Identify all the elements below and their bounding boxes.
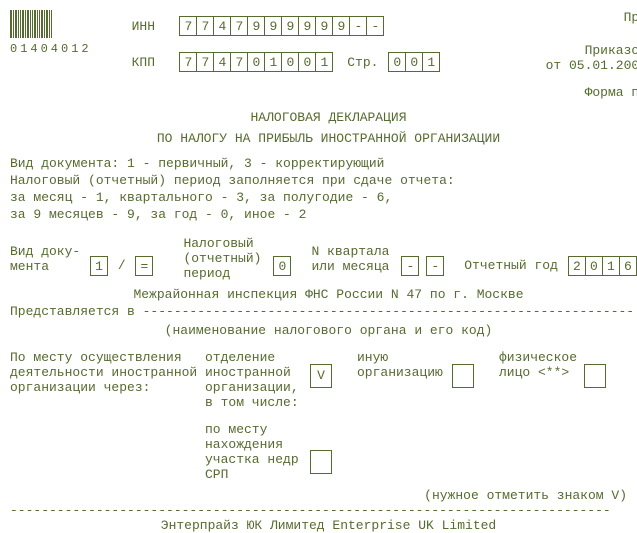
inn-cells-cell[interactable]: 9 xyxy=(264,16,282,36)
barcode: 01404012 xyxy=(10,10,92,56)
kpp-label: КПП xyxy=(132,55,172,70)
inspection: Межрайонная инспекция ФНС России N 47 по… xyxy=(10,287,637,302)
opt2-l2: организацию xyxy=(357,365,452,380)
kpp-cells-cell[interactable]: 4 xyxy=(213,52,231,72)
kpp-cells-cell[interactable]: 0 xyxy=(247,52,265,72)
footer-company: Энтерпрайз ЮК Лимитед Enterprise UK Limi… xyxy=(10,518,637,533)
inn-label: ИНН xyxy=(132,19,172,34)
kpp-cells-cell[interactable]: 1 xyxy=(315,52,333,72)
instr-4: за 9 месяцев - 9, за год - 0, иное - 2 xyxy=(10,207,637,222)
opt2-check[interactable] xyxy=(452,364,474,388)
opt4-l2: нахождения xyxy=(205,437,310,452)
top-right-date: от 05.01.2004 xyxy=(527,58,637,73)
presented-sub: (наименование налогового органа и его ко… xyxy=(10,323,637,338)
place-left2: деятельности иностранной xyxy=(10,365,205,380)
kpp-cells-cell[interactable]: 7 xyxy=(196,52,214,72)
quarter-cell1[interactable]: - xyxy=(401,256,419,276)
doctype-label1: Вид доку- xyxy=(10,244,90,259)
kpp-cells-cell[interactable]: 0 xyxy=(281,52,299,72)
period-label3: период xyxy=(183,266,273,281)
presented-dash: ----------------------------------------… xyxy=(143,304,634,319)
opt3-l2: лицо <**> xyxy=(499,365,584,380)
year-cells-cell[interactable]: 0 xyxy=(585,256,603,276)
quarter-label1: N квартала xyxy=(311,244,401,259)
doctype-cell1[interactable]: 1 xyxy=(90,256,108,276)
inn-cells-cell[interactable]: 4 xyxy=(213,16,231,36)
opt3-l1: физическое xyxy=(499,350,584,365)
title-line1: НАЛОГОВАЯ ДЕКЛАРАЦИЯ xyxy=(10,110,637,125)
inn-cells-cell[interactable]: - xyxy=(366,16,384,36)
page-cells-cell[interactable]: 0 xyxy=(388,52,406,72)
opt4-l4: СРП xyxy=(205,467,310,482)
doctype-sep: / xyxy=(118,258,126,273)
inn-cells-cell[interactable]: 9 xyxy=(281,16,299,36)
doctype-cell2[interactable]: = xyxy=(135,256,153,276)
opt4-l1: по месту xyxy=(205,422,310,437)
quarter-cell2[interactable]: - xyxy=(426,256,444,276)
inn-cells-cell[interactable]: 9 xyxy=(298,16,316,36)
opt1-l2: иностранной xyxy=(205,365,310,380)
footer-note: (нужное отметить знаком V) xyxy=(10,488,637,503)
instr-1: Вид документа: 1 - первичный, 3 - коррек… xyxy=(10,156,637,171)
period-label2: (отчетный) xyxy=(183,251,273,266)
instr-3: за месяц - 1, квартального - 3, за полуг… xyxy=(10,190,637,205)
opt1-check[interactable]: V xyxy=(310,364,332,388)
kpp-cells-cell[interactable]: 7 xyxy=(179,52,197,72)
year-label: Отчетный год xyxy=(464,258,558,273)
year-cells: 2016 xyxy=(568,258,637,273)
quarter-label2: или месяца xyxy=(311,259,401,274)
opt4-l3: участка недр xyxy=(205,452,310,467)
title-line2: ПО НАЛОГУ НА ПРИБЫЛЬ ИНОСТРАННОЙ ОРГАНИЗ… xyxy=(10,131,637,146)
period-cell[interactable]: 0 xyxy=(273,256,291,276)
place-left1: По месту осуществления xyxy=(10,350,205,365)
form-by: Форма по xyxy=(527,85,637,100)
inn-cells-cell[interactable]: 7 xyxy=(179,16,197,36)
page-cells-cell[interactable]: 1 xyxy=(422,52,440,72)
kpp-cells: 774701001 xyxy=(179,54,333,69)
footer-dash: ----------------------------------------… xyxy=(10,503,637,518)
doctype-label2: мента xyxy=(10,259,90,274)
kpp-cells-cell[interactable]: 0 xyxy=(298,52,316,72)
top-right-1: При xyxy=(527,10,637,25)
instr-2: Налоговый (отчетный) период заполняется … xyxy=(10,173,637,188)
inn-cells-cell[interactable]: - xyxy=(349,16,367,36)
top-right-2: Приказом xyxy=(527,43,637,58)
inn-cells-cell[interactable]: 9 xyxy=(332,16,350,36)
opt1-l1: отделение xyxy=(205,350,310,365)
inn-cells-cell[interactable]: 7 xyxy=(196,16,214,36)
opt1-l4: в том числе: xyxy=(205,395,310,410)
presented-label: Представляется в xyxy=(10,304,143,319)
barcode-number: 01404012 xyxy=(10,42,92,56)
page-cells-cell[interactable]: 0 xyxy=(405,52,423,72)
opt4-check[interactable] xyxy=(310,450,332,474)
place-left3: организации через: xyxy=(10,380,205,395)
opt3-check[interactable] xyxy=(584,364,606,388)
kpp-cells-cell[interactable]: 1 xyxy=(264,52,282,72)
barcode-bars xyxy=(10,10,92,42)
kpp-cells-cell[interactable]: 7 xyxy=(230,52,248,72)
inn-cells: 7747999999-- xyxy=(179,18,384,33)
page-cells: 001 xyxy=(388,54,440,69)
year-cells-cell[interactable]: 6 xyxy=(619,256,637,276)
page-label: Стр. xyxy=(347,55,378,70)
period-label1: Налоговый xyxy=(183,236,273,251)
year-cells-cell[interactable]: 2 xyxy=(568,256,586,276)
inn-cells-cell[interactable]: 9 xyxy=(247,16,265,36)
year-cells-cell[interactable]: 1 xyxy=(602,256,620,276)
inn-cells-cell[interactable]: 9 xyxy=(315,16,333,36)
opt2-l1: иную xyxy=(357,350,452,365)
inn-cells-cell[interactable]: 7 xyxy=(230,16,248,36)
opt1-l3: организации, xyxy=(205,380,310,395)
